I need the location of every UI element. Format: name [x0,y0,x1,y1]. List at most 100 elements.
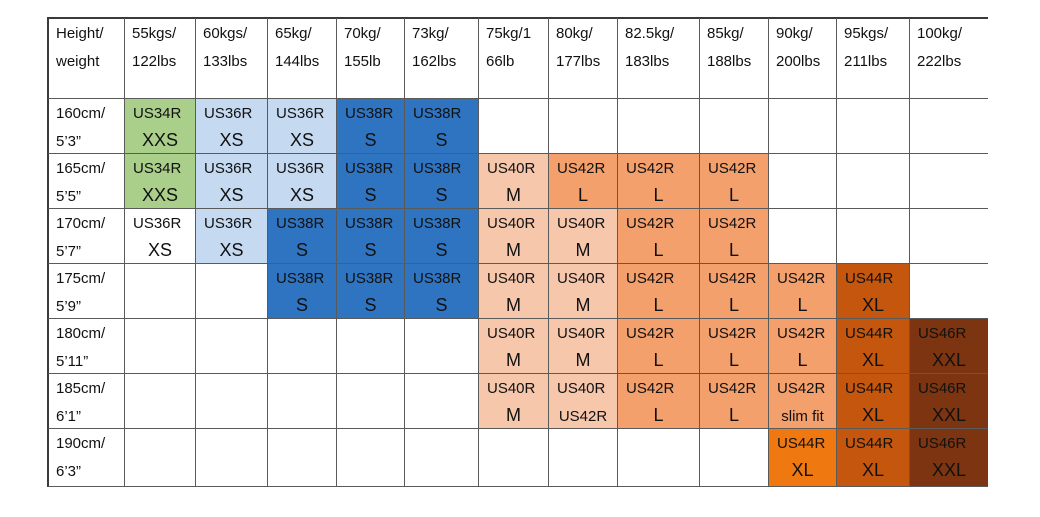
size-cell: US38R S [405,209,479,264]
letter-size-label: L [577,185,588,205]
weight-header-cell: 95kgs/211lbs [837,17,910,99]
suit-size-code: US42R [777,325,826,342]
letter-size-label: L [797,350,808,370]
suit-size-code: US40R [487,380,536,397]
suit-size-code: US38R [345,215,394,232]
letter-size-label: XXL [931,460,967,480]
size-cell: US38R S [337,264,405,319]
suit-size-code: US46R [918,435,967,452]
letter-size-label: M [575,350,591,370]
suit-size-code: US38R [413,105,462,122]
weight-kg-label: 60kgs/ [203,25,248,42]
size-chart-table: Height/weight 55kgs/122lbs 60kgs/133lbs 65k… [47,17,988,487]
size-cell: US38R S [268,209,337,264]
letter-size-label: L [653,350,664,370]
size-cell: US44R XL [769,429,837,487]
weight-lbs-label: 122lbs [132,53,177,70]
size-cell: US34R XXS [125,99,196,154]
empty-cell [549,429,618,487]
suit-size-code: US40R [557,325,606,342]
weight-header-cell: 60kgs/133lbs [196,17,268,99]
height-cm-label: 165cm/ [56,160,106,177]
suit-size-code: US42R [708,215,757,232]
height-header-cell: 170cm/5’7” [47,209,125,264]
suit-size-code: US38R [413,160,462,177]
letter-size-label: S [295,295,308,315]
weight-header-cell: 85kg/188lbs [700,17,769,99]
empty-cell [196,319,268,374]
size-cell: US34R XXS [125,154,196,209]
size-cell: US38R S [405,99,479,154]
weight-kg-label: 85kg/ [707,25,744,42]
size-cell: US36R XS [196,154,268,209]
size-cell: US44R XL [837,264,910,319]
empty-cell [910,154,988,209]
empty-cell [268,374,337,429]
suit-size-code: US44R [845,270,894,287]
suit-size-code: US40R [557,380,606,397]
weight-lbs-label: 183lbs [625,53,670,70]
size-cell: US40R M [479,154,549,209]
suit-size-code: US36R [204,105,253,122]
letter-size-label: L [728,185,739,205]
suit-size-code: US44R [845,435,894,452]
letter-size-label: XXL [931,405,967,425]
weight-lbs-label: 66lb [486,53,515,70]
weight-header-cell: 80kg/177lbs [549,17,618,99]
size-cell: US42R L [618,374,700,429]
size-cell: US42R L [618,209,700,264]
empty-cell [910,264,988,319]
empty-cell [618,429,700,487]
size-cell: US42R L [700,319,769,374]
size-cell: US40R M [549,319,618,374]
weight-kg-label: 70kg/ [344,25,381,42]
suit-size-code: US38R [345,105,394,122]
size-cell: US38R S [337,209,405,264]
empty-cell [910,209,988,264]
suit-size-code: US42R [557,160,606,177]
height-header-cell: 175cm/5’9” [47,264,125,319]
suit-size-code: US40R [557,215,606,232]
size-cell: US42R slim fit [769,374,837,429]
letter-size-label: XL [861,460,885,480]
size-cell: US36R XS [268,99,337,154]
height-header-cell: 180cm/5’11” [47,319,125,374]
height-cm-label: 185cm/ [56,380,106,397]
height-ft-label: 6’1” [56,408,82,425]
size-cell: US42R L [618,319,700,374]
suit-size-code: US40R [557,270,606,287]
suit-size-code: US38R [276,270,325,287]
weight-lbs-label: 144lbs [275,53,320,70]
letter-size-label: XXL [931,350,967,370]
letter-size-label: S [364,240,377,260]
suit-size-code: US44R [845,380,894,397]
letter-size-label: M [575,240,591,260]
size-cell: US38R S [337,154,405,209]
empty-cell [337,429,405,487]
size-cell: US46R XXL [910,374,988,429]
suit-size-code: US44R [845,325,894,342]
weight-kg-label: 95kgs/ [844,25,889,42]
suit-size-code: US42R [626,380,675,397]
letter-size-label: L [653,295,664,315]
empty-cell [837,209,910,264]
size-cell: US40R M [479,319,549,374]
weight-lbs-label: 222lbs [917,53,962,70]
empty-cell [405,429,479,487]
suit-size-code: US42R [777,380,826,397]
letter-size-label: S [364,130,377,150]
letter-size-label: L [653,240,664,260]
suit-size-code: US38R [413,270,462,287]
weight-lbs-label: 211lbs [844,53,888,70]
letter-size-label: M [506,185,521,205]
suit-size-code: US36R [204,160,253,177]
empty-cell [910,99,988,154]
letter-size-label: XL [861,295,885,315]
letter-size-label: M [506,240,521,260]
size-cell: US42R L [769,319,837,374]
weight-lbs-label: 133lbs [203,53,248,70]
size-cell: US40R M [479,374,549,429]
letter-size-label: S [364,185,377,205]
letter-size-label: S [435,130,448,150]
height-header-cell: 160cm/5’3” [47,99,125,154]
